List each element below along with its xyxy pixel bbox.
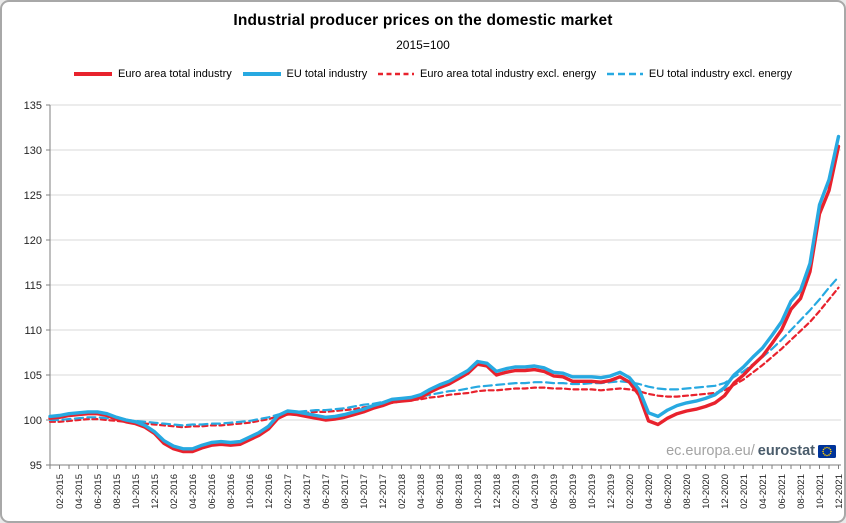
y-axis-label: 130: [24, 145, 42, 157]
x-axis-label: 06-2019: [549, 474, 560, 509]
y-axis-label: 95: [30, 460, 42, 472]
y-axis-label: 105: [24, 370, 42, 382]
x-axis-label: 06-2017: [321, 474, 332, 509]
x-axis-label: 06-2015: [93, 474, 104, 509]
x-axis-label: 08-2020: [682, 474, 693, 509]
x-axis-label: 12-2015: [150, 474, 161, 509]
legend-label: Euro area total industry excl. energy: [420, 68, 597, 80]
x-axis-label: 10-2021: [815, 474, 826, 509]
x-axis-label: 10-2015: [131, 474, 142, 509]
chart-subtitle: 2015=100: [396, 38, 450, 52]
x-axis-label: 08-2021: [796, 474, 807, 509]
legend-item-euro-area-excl-energy: Euro area total industry excl. energy: [376, 68, 596, 80]
legend: Euro area total industry EU total indust…: [2, 68, 844, 80]
x-axis-label: 04-2019: [530, 474, 541, 509]
x-axis-label: 06-2018: [435, 474, 446, 509]
x-axis-label: 10-2020: [701, 474, 712, 509]
x-axis-label: 12-2017: [378, 474, 389, 509]
watermark-url-prefix: ec.europa.eu/: [666, 443, 755, 459]
x-axis-label: 12-2018: [492, 474, 503, 509]
x-axis-label: 02-2017: [283, 474, 294, 509]
x-axis-label: 04-2015: [74, 474, 85, 509]
x-axis-label: 04-2018: [416, 474, 427, 509]
x-axis-label: 06-2021: [777, 474, 788, 509]
y-axis-label: 100: [24, 415, 42, 427]
series-line-euro-area-total-industry-excl-energy: [48, 286, 840, 429]
eurostat-watermark: ec.europa.eu/eurostat: [666, 443, 836, 459]
x-axis-label: 06-2020: [663, 474, 674, 509]
x-axis-label: 12-2021: [834, 474, 845, 509]
x-axis-label: 12-2020: [720, 474, 731, 509]
y-axis-label: 125: [24, 190, 42, 202]
solid-blue-line-icon: [242, 72, 281, 76]
legend-item-euro-area-total: Euro area total industry: [72, 68, 232, 80]
x-axis-label: 08-2018: [454, 474, 465, 509]
y-axis-label: 135: [24, 100, 42, 112]
x-axis-label: 02-2015: [55, 474, 66, 509]
series-line-eu-total-industry-excl-energy: [48, 275, 840, 427]
x-axis-label: 08-2017: [340, 474, 351, 509]
series-line-euro-area-total-industry: [48, 144, 841, 454]
legend-label: EU total industry: [286, 68, 368, 80]
y-axis-label: 110: [24, 325, 42, 337]
x-axis-label: 10-2016: [245, 474, 256, 509]
x-axis-label: 08-2015: [112, 474, 123, 509]
dashed-red-line-icon: [378, 72, 415, 76]
chart-title: Industrial producer prices on the domest…: [233, 12, 613, 29]
x-axis-label: 02-2016: [169, 474, 180, 509]
x-axis-label: 02-2018: [397, 474, 408, 509]
x-axis-label: 08-2019: [568, 474, 579, 509]
y-axis-label: 115: [24, 280, 42, 292]
solid-red-line-icon: [74, 72, 112, 76]
x-axis-label: 02-2020: [625, 474, 636, 509]
x-axis-label: 12-2016: [264, 474, 275, 509]
x-axis-label: 12-2019: [606, 474, 617, 509]
legend-item-eu-total: EU total industry: [241, 68, 368, 80]
x-axis-label: 04-2016: [188, 474, 199, 509]
watermark-brand: eurostat: [757, 443, 815, 459]
x-axis-label: 10-2017: [359, 474, 370, 509]
legend-label: Euro area total industry: [118, 68, 232, 80]
legend-label: EU total industry excl. energy: [648, 68, 792, 80]
x-axis-label: 04-2020: [644, 474, 655, 509]
x-axis-label: 10-2019: [587, 474, 598, 509]
x-axis-label: 06-2016: [207, 474, 218, 509]
x-axis-label: 02-2021: [739, 474, 750, 509]
x-axis-label: 10-2018: [473, 474, 484, 509]
x-axis-label: 04-2017: [302, 474, 313, 509]
x-axis-label: 02-2019: [511, 474, 522, 509]
x-axis-label: 04-2021: [758, 474, 769, 509]
series-line-eu-total-industry: [48, 134, 841, 451]
eu-flag-icon: [818, 444, 836, 458]
x-axis-label: 08-2016: [226, 474, 237, 509]
dashed-blue-line-icon: [606, 72, 643, 76]
y-axis-label: 120: [24, 235, 42, 247]
legend-item-eu-excl-energy: EU total industry excl. energy: [605, 68, 792, 80]
